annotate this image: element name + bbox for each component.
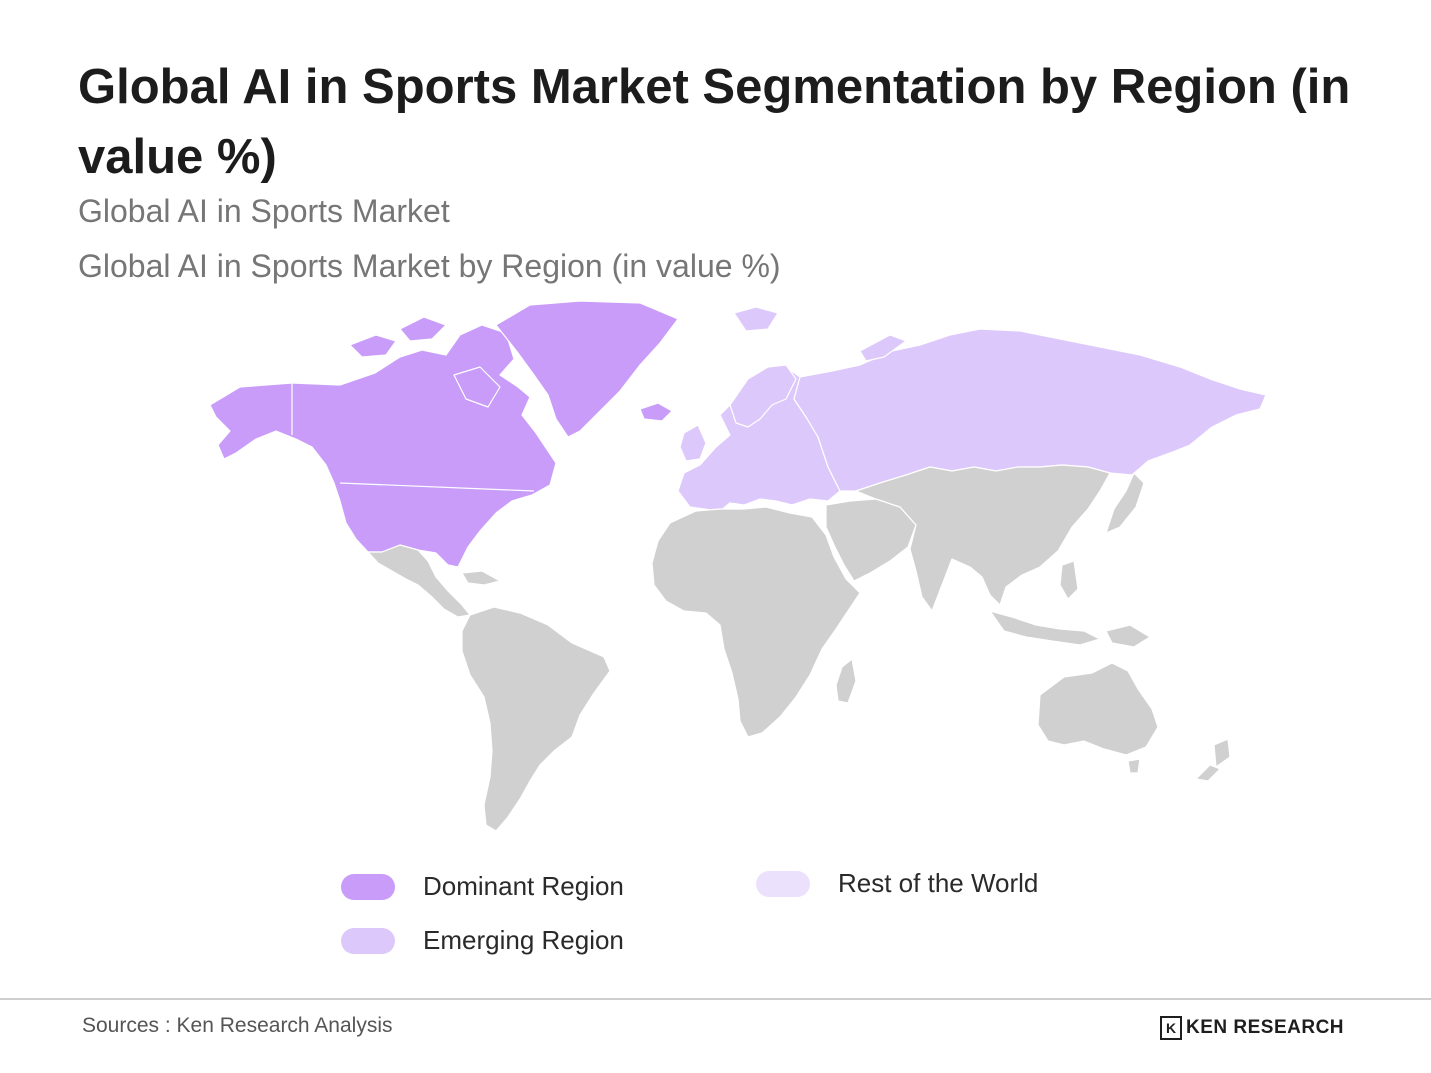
region-scandinavia: [729, 364, 797, 428]
ken-logo-glyph: K: [1166, 1020, 1176, 1036]
region-novaya-zemlya: [859, 334, 907, 362]
legend-emerging-label: Emerging Region: [423, 925, 624, 955]
chart-subtitle: Global AI in Sports Market: [78, 193, 450, 229]
region-arctic-islands-2: [399, 316, 447, 342]
legend-dominant-label: Dominant Region: [423, 871, 624, 901]
sources-note: Sources : Ken Research Analysis: [82, 1014, 393, 1037]
region-uk: [679, 424, 707, 462]
legend-rest-label: Rest of the World: [838, 868, 1039, 898]
page-title: Global AI in Sports Market Segmentation …: [78, 60, 1351, 184]
region-new-zealand-south: [1195, 764, 1221, 782]
region-baffin: [453, 366, 501, 408]
legend-rest-swatch: [756, 870, 810, 897]
footer-divider: [0, 998, 1431, 1000]
ken-logo-icon: K: [1160, 1016, 1182, 1040]
region-caribbean: [461, 570, 501, 586]
region-south-america: [461, 606, 611, 832]
region-australia: [1037, 662, 1159, 756]
region-southeast-asia: [989, 610, 1101, 646]
legend-emerging-swatch: [341, 927, 395, 954]
region-africa: [651, 506, 861, 738]
ken-research-logo: K KEN RESEARCH: [1160, 1016, 1344, 1040]
chart-caption: Global AI in Sports Market by Region (in…: [78, 248, 781, 284]
legend-rest: Rest of the World: [756, 868, 1038, 899]
legend-dominant-swatch: [341, 873, 395, 900]
region-greenland: [495, 300, 679, 438]
region-svalbard: [733, 306, 779, 332]
region-new-zealand: [1213, 738, 1231, 768]
region-philippines: [1059, 560, 1079, 600]
legend-dominant: Dominant Region: [341, 871, 624, 902]
region-iceland: [639, 402, 673, 422]
region-madagascar: [835, 658, 857, 704]
region-asia: [855, 464, 1111, 612]
ken-research-wordmark: KEN RESEARCH: [1186, 1017, 1345, 1038]
region-new-guinea: [1105, 624, 1151, 648]
us-canada-border: [339, 482, 535, 492]
region-north-america: [209, 324, 557, 568]
legend-emerging: Emerging Region: [341, 925, 624, 956]
region-arctic-islands: [349, 334, 397, 358]
world-map: [209, 300, 1267, 832]
region-tasmania: [1127, 758, 1141, 774]
region-japan: [1105, 472, 1145, 534]
